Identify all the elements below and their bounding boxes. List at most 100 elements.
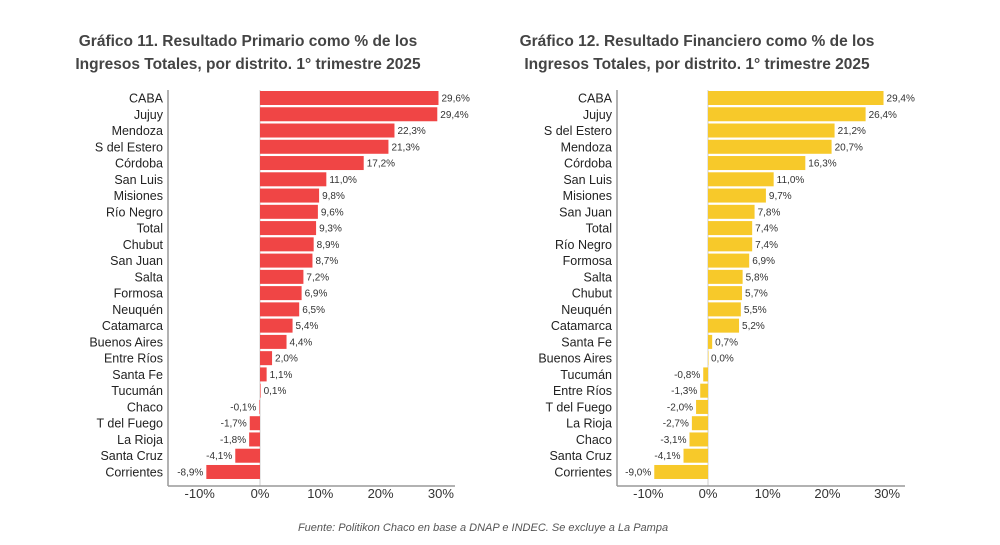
category-label: Jujuy [583,108,613,122]
data-label: 8,9% [317,240,340,251]
category-label: Formosa [114,287,163,301]
data-label: 6,9% [752,256,775,267]
category-label: Neuquén [112,303,163,317]
x-tick-label: 30% [428,486,454,501]
bar [249,432,260,447]
category-label: Catamarca [551,319,612,333]
bar [708,91,884,105]
data-label: 9,3% [319,224,342,235]
data-label: -4,1% [206,451,232,462]
bar [259,399,260,414]
x-tick-label: 20% [814,486,840,501]
category-label: La Rioja [117,433,163,447]
data-label: -4,1% [654,451,680,462]
x-tick-label: 0% [251,486,270,501]
bar [260,172,327,187]
bar [708,269,743,284]
data-label: 5,5% [744,305,767,316]
data-label: 22,3% [397,126,425,137]
chart-title-line: Ingresos Totales, por distrito. 1° trime… [524,56,870,73]
bar [260,107,438,122]
category-label: Chaco [127,400,163,414]
bar [691,416,708,431]
x-tick-label: -10% [633,486,664,501]
category-label: T del Fuego [97,417,164,431]
data-label: 26,4% [869,110,897,121]
data-label: 5,7% [745,289,768,300]
category-label: Total [137,222,163,236]
bar [703,367,708,382]
bar [696,399,708,414]
bar [260,237,314,252]
data-label: 7,8% [758,207,781,218]
category-label: Corrientes [554,465,612,479]
bar [708,204,755,219]
category-label: Córdoba [564,157,612,171]
data-label: -3,1% [660,435,686,446]
data-label: 5,4% [296,321,319,332]
chart-title-line: Ingresos Totales, por distrito. 1° trime… [75,56,421,73]
category-label: La Rioja [566,417,612,431]
bar [260,91,439,105]
category-label: San Juan [559,205,612,219]
bar [708,237,753,252]
bar [260,367,267,382]
bar [260,334,287,349]
bar [708,302,741,317]
data-label: 0,7% [715,337,738,348]
category-label: Total [586,222,612,236]
bar [260,221,317,236]
bar [708,318,740,333]
bar [708,334,713,349]
category-label: San Luis [563,173,612,187]
data-label: -1,3% [671,386,697,397]
bar [260,253,313,268]
category-label: Salta [584,270,613,284]
bar [700,383,708,398]
category-label: Chubut [123,238,164,252]
category-label: Mendoza [561,140,612,154]
bar [683,448,708,463]
data-label: -0,8% [674,370,700,381]
category-label: S del Estero [95,140,163,154]
data-label: -9,0% [625,467,651,478]
bar [654,464,708,479]
data-label: -2,0% [667,402,693,413]
bar [260,318,293,333]
category-label: Salta [135,270,164,284]
category-label: Santa Fe [112,368,163,382]
data-label: 21,2% [838,126,866,137]
chart-title-line: Gráfico 11. Resultado Primario como % de… [79,33,418,50]
data-label: 6,5% [302,305,325,316]
data-label: 17,2% [367,159,395,170]
bar [708,107,866,122]
x-tick-label: 10% [755,486,781,501]
bar [708,123,835,138]
bar [708,172,774,187]
data-label: 20,7% [835,142,863,153]
category-label: Corrientes [105,465,163,479]
category-label: Santa Fe [561,335,612,349]
data-label: 8,7% [315,256,338,267]
category-label: Buenos Aires [538,352,612,366]
bar [708,286,743,301]
data-label: 29,6% [441,94,469,105]
data-label: 2,0% [275,354,298,365]
x-tick-label: 10% [307,486,333,501]
data-label: 6,9% [305,289,328,300]
category-label: Chubut [572,287,613,301]
data-label: 1,1% [270,370,293,381]
bar [708,253,750,268]
x-tick-label: -10% [185,486,216,501]
category-label: Formosa [563,254,612,268]
bar [708,156,806,171]
bar [260,188,320,203]
category-label: CABA [578,92,613,106]
data-label: 0,1% [264,386,287,397]
category-label: Entre Ríos [104,352,163,366]
bar [235,448,260,463]
data-label: 29,4% [440,110,468,121]
data-label: 5,2% [742,321,765,332]
category-label: Santa Cruz [100,449,163,463]
